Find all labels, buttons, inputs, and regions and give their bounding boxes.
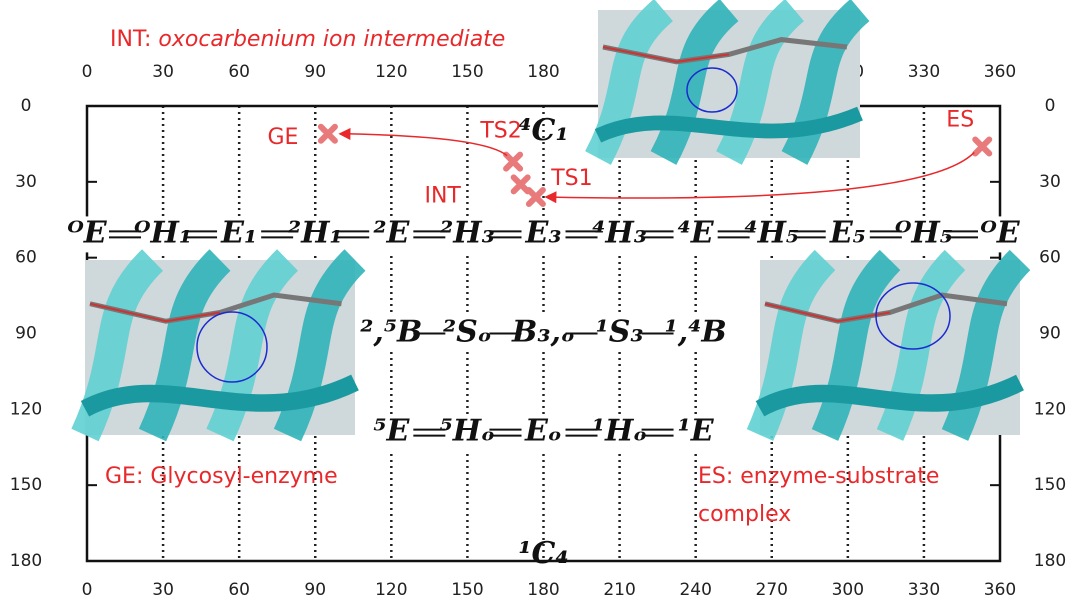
x-tick-label-bottom: 360 <box>984 580 1016 600</box>
y-tick-label-left: 150 <box>10 475 42 495</box>
x-tick-label-top: 30 <box>152 62 174 82</box>
y-tick-label-left: 120 <box>10 399 42 419</box>
conformer-label: ²H₁ <box>288 215 343 250</box>
x-tick-label-bottom: 90 <box>304 580 326 600</box>
y-tick-label-right: 180 <box>1034 551 1066 571</box>
y-tick-label-left: 60 <box>15 248 37 268</box>
x-tick-label-bottom: 270 <box>756 580 788 600</box>
point-label: TS1 <box>550 166 592 191</box>
int-text: oxocarbenium ion intermediate <box>158 27 505 52</box>
structure-image <box>85 260 355 435</box>
conformer-label: E₃ <box>524 215 561 250</box>
y-tick-label-left: 90 <box>15 324 37 344</box>
conformer-label: ²E <box>373 215 410 250</box>
conformer-top: ⁴C₁ <box>518 113 568 148</box>
conformer-label: ᴼH₁ <box>134 215 192 250</box>
x-tick-label-bottom: 330 <box>908 580 940 600</box>
conformer-label: ⁵Hₒ <box>440 414 496 449</box>
point-label: TS2 <box>479 119 521 144</box>
es-annotation: ES: enzyme-substrate <box>698 464 939 489</box>
point-label: ES <box>946 107 974 132</box>
conformer-label: ¹Hₒ <box>592 414 648 449</box>
y-tick-label-right: 60 <box>1039 248 1061 268</box>
x-tick-label-bottom: 240 <box>679 580 711 600</box>
conformer-label: E₅ <box>829 215 866 250</box>
x-tick-label-bottom: 30 <box>152 580 174 600</box>
conformer-label: ²Sₒ <box>443 315 492 350</box>
es-annotation: complex <box>698 502 791 527</box>
conformer-label: ¹S₃ <box>596 315 644 350</box>
y-tick-label-right: 120 <box>1034 399 1066 419</box>
x-tick-label-bottom: 210 <box>603 580 635 600</box>
int-prefix: INT: <box>110 27 151 52</box>
point <box>514 177 528 191</box>
point <box>321 127 335 141</box>
y-tick-label-left: 30 <box>15 172 37 192</box>
conformer-label: ²,⁵B <box>360 315 422 350</box>
conformer-label: ²H₃ <box>440 215 495 250</box>
conformer-label: ¹,⁴B <box>665 315 727 350</box>
x-tick-label-top: 0 <box>82 62 93 82</box>
x-tick-label-bottom: 120 <box>375 580 407 600</box>
x-tick-label-bottom: 60 <box>228 580 250 600</box>
x-tick-label-top: 360 <box>984 62 1016 82</box>
int-annotation: INT: oxocarbenium ion intermediate <box>110 27 505 52</box>
x-tick-label-top: 60 <box>228 62 250 82</box>
conformer-label: ⁴H₅ <box>744 215 799 250</box>
point-label: INT <box>424 183 461 208</box>
ge-annotation: GE: Glycosyl-enzyme <box>105 464 338 489</box>
conformer-label: ⁵E <box>373 414 410 449</box>
conformer-label: Eₒ <box>524 414 562 449</box>
x-tick-label-top: 180 <box>527 62 559 82</box>
y-tick-label-right: 0 <box>1045 96 1056 116</box>
chart: INT: oxocarbenium ion intermediate 0 0 30 3… <box>0 0 1082 609</box>
conformer-label: B₃,ₒ <box>511 315 575 350</box>
structure-image <box>760 260 1020 435</box>
conformer-bottom: ¹C₄ <box>518 536 568 571</box>
x-tick-label-top: 120 <box>375 62 407 82</box>
x-tick-label-top: 90 <box>304 62 326 82</box>
y-tick-label-right: 90 <box>1039 324 1061 344</box>
conformer-label: ᴼE <box>980 215 1020 250</box>
structure-image <box>598 10 860 158</box>
x-tick-label-bottom: 0 <box>82 580 93 600</box>
conformer-label: ⁴E <box>678 215 715 250</box>
y-tick-label-right: 150 <box>1034 475 1066 495</box>
conformer-label: ¹E <box>678 414 715 449</box>
point <box>529 190 543 204</box>
y-tick-label-right: 30 <box>1039 172 1061 192</box>
y-tick-label-left: 0 <box>21 96 32 116</box>
conformer-label: E₁ <box>220 215 257 250</box>
point <box>506 155 520 169</box>
x-tick-label-top: 150 <box>451 62 483 82</box>
point-label: GE <box>267 125 298 150</box>
conformer-label: ᴼE <box>67 215 107 250</box>
conformer-label: ᴼH₅ <box>895 215 953 250</box>
x-tick-label-bottom: 180 <box>527 580 559 600</box>
y-tick-label-left: 180 <box>10 551 42 571</box>
point <box>975 139 989 153</box>
conformer-label: ⁴H₃ <box>592 215 647 250</box>
x-tick-label-bottom: 150 <box>451 580 483 600</box>
x-tick-label-bottom: 300 <box>832 580 864 600</box>
x-tick-label-top: 330 <box>908 62 940 82</box>
